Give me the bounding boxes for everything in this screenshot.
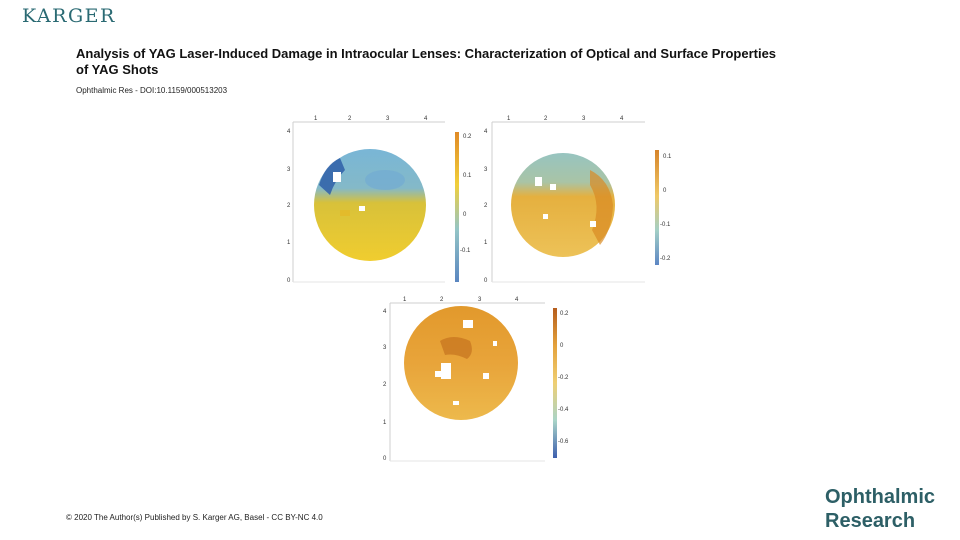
x-tick: 4 — [424, 116, 428, 122]
y-tick: 2 — [287, 203, 291, 209]
heatmap-region — [319, 158, 345, 195]
y-tick: 3 — [484, 167, 488, 173]
x-tick: 1 — [507, 116, 511, 122]
y-tick: 2 — [383, 382, 387, 388]
y-tick: 2 — [484, 203, 488, 209]
colorbar-tick: 0 — [560, 343, 564, 349]
colorbar-tick: -0.1 — [660, 222, 671, 228]
y-tick: 1 — [484, 240, 488, 246]
x-tick: 2 — [544, 116, 548, 122]
article-citation: Ophthalmic Res - DOI:10.1159/000513203 — [76, 86, 228, 95]
missing-data — [483, 373, 489, 379]
x-tick-labels: 1 2 3 4 — [314, 116, 428, 122]
x-tick-labels: 1 2 3 4 — [403, 297, 519, 303]
y-tick: 4 — [484, 129, 488, 135]
karger-logo: KARGER — [22, 5, 116, 27]
colorbar-tick: 0.2 — [463, 134, 472, 140]
panel-bottom: 1 2 3 4 4 3 2 1 0 0.2 0 -0.2 -0.4 -0.6 — [383, 297, 569, 462]
panel-top-left: 1 2 3 4 4 3 2 1 0 0.2 0.1 0 -0.1 — [287, 116, 472, 284]
y-tick: 3 — [383, 345, 387, 351]
colorbar-tick: 0 — [463, 212, 467, 218]
colorbar-tick: 0.2 — [560, 311, 569, 317]
x-tick: 4 — [515, 297, 519, 303]
y-tick: 1 — [383, 420, 387, 426]
y-tick: 0 — [287, 278, 291, 284]
panel-top-right: 1 2 3 4 4 3 2 1 0 0.1 0 -0.1 -0.2 — [484, 116, 672, 284]
journal-name-line1: Ophthalmic — [825, 486, 936, 508]
missing-data — [441, 363, 451, 379]
y-tick: 1 — [287, 240, 291, 246]
missing-data — [463, 320, 473, 328]
y-tick: 0 — [383, 456, 387, 462]
missing-data — [435, 371, 441, 377]
colorbar-tick: -0.6 — [558, 439, 569, 445]
missing-data — [535, 177, 542, 186]
colorbar-tick-labels: 0.2 0.1 0 -0.1 — [460, 134, 472, 254]
y-tick: 4 — [287, 129, 291, 135]
missing-data — [543, 214, 548, 219]
y-tick: 3 — [287, 167, 291, 173]
heatmap-region — [440, 337, 472, 359]
y-tick-labels: 4 3 2 1 0 — [484, 129, 488, 284]
colorbar — [455, 132, 459, 282]
missing-data — [333, 172, 341, 182]
x-tick: 3 — [478, 297, 482, 303]
heatmap-disc — [404, 306, 518, 420]
y-tick: 4 — [383, 309, 387, 315]
heatmap-region — [340, 210, 350, 216]
copyright-notice: © 2020 The Author(s) Published by S. Kar… — [66, 513, 323, 522]
heatmap-region — [365, 170, 405, 190]
x-tick: 1 — [314, 116, 318, 122]
missing-data — [359, 206, 365, 211]
x-tick: 3 — [582, 116, 586, 122]
x-tick: 2 — [348, 116, 352, 122]
x-tick: 2 — [440, 297, 444, 303]
y-tick: 0 — [484, 278, 488, 284]
article-title-line1: Analysis of YAG Laser-Induced Damage in … — [76, 46, 777, 61]
missing-data — [550, 184, 556, 190]
journal-logo: Ophthalmic Research — [825, 485, 935, 533]
colorbar-tick: -0.1 — [460, 248, 471, 254]
x-tick: 4 — [620, 116, 624, 122]
x-tick: 1 — [403, 297, 407, 303]
article-title: Analysis of YAG Laser-Induced Damage in … — [76, 46, 896, 78]
colorbar-tick-labels: 0.2 0 -0.2 -0.4 -0.6 — [558, 311, 569, 445]
colorbar-tick-labels: 0.1 0 -0.1 -0.2 — [660, 154, 672, 262]
colorbar — [553, 308, 557, 458]
colorbar-tick: 0 — [663, 188, 667, 194]
y-tick-labels: 4 3 2 1 0 — [383, 309, 387, 462]
journal-name-line2: Research — [825, 510, 916, 532]
missing-data — [493, 341, 497, 346]
colorbar-tick: 0.1 — [463, 173, 472, 179]
x-tick: 3 — [386, 116, 390, 122]
colorbar-tick: -0.4 — [558, 407, 569, 413]
x-tick-labels: 1 2 3 4 — [507, 116, 624, 122]
article-title-line2: of YAG Shots — [76, 62, 159, 77]
colorbar-tick: 0.1 — [663, 154, 672, 160]
colorbar — [655, 150, 659, 265]
y-tick-labels: 4 3 2 1 0 — [287, 129, 291, 284]
missing-data — [453, 401, 459, 405]
colorbar-tick: -0.2 — [558, 375, 569, 381]
missing-data — [590, 221, 596, 227]
colorbar-tick: -0.2 — [660, 256, 671, 262]
